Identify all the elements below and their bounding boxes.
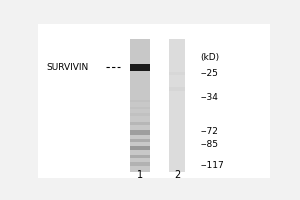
- Text: --72: --72: [200, 127, 218, 136]
- Bar: [130, 146, 150, 150]
- Bar: [130, 130, 150, 135]
- Bar: [130, 162, 150, 166]
- Text: SURVIVIN: SURVIVIN: [47, 63, 89, 72]
- Bar: [169, 39, 184, 172]
- Bar: [130, 113, 150, 116]
- Text: --25: --25: [200, 69, 218, 78]
- Bar: [130, 39, 150, 172]
- Text: 1: 1: [137, 170, 143, 180]
- Text: --85: --85: [200, 140, 218, 149]
- Text: --117: --117: [200, 161, 224, 170]
- Bar: [169, 72, 184, 75]
- Bar: [130, 100, 150, 102]
- Bar: [130, 155, 150, 158]
- Text: 2: 2: [174, 170, 180, 180]
- Bar: [130, 122, 150, 125]
- Text: (kD): (kD): [200, 53, 219, 62]
- Bar: [130, 107, 150, 109]
- Text: --34: --34: [200, 93, 218, 102]
- Bar: [169, 87, 184, 91]
- Bar: [130, 64, 150, 71]
- Bar: [130, 139, 150, 142]
